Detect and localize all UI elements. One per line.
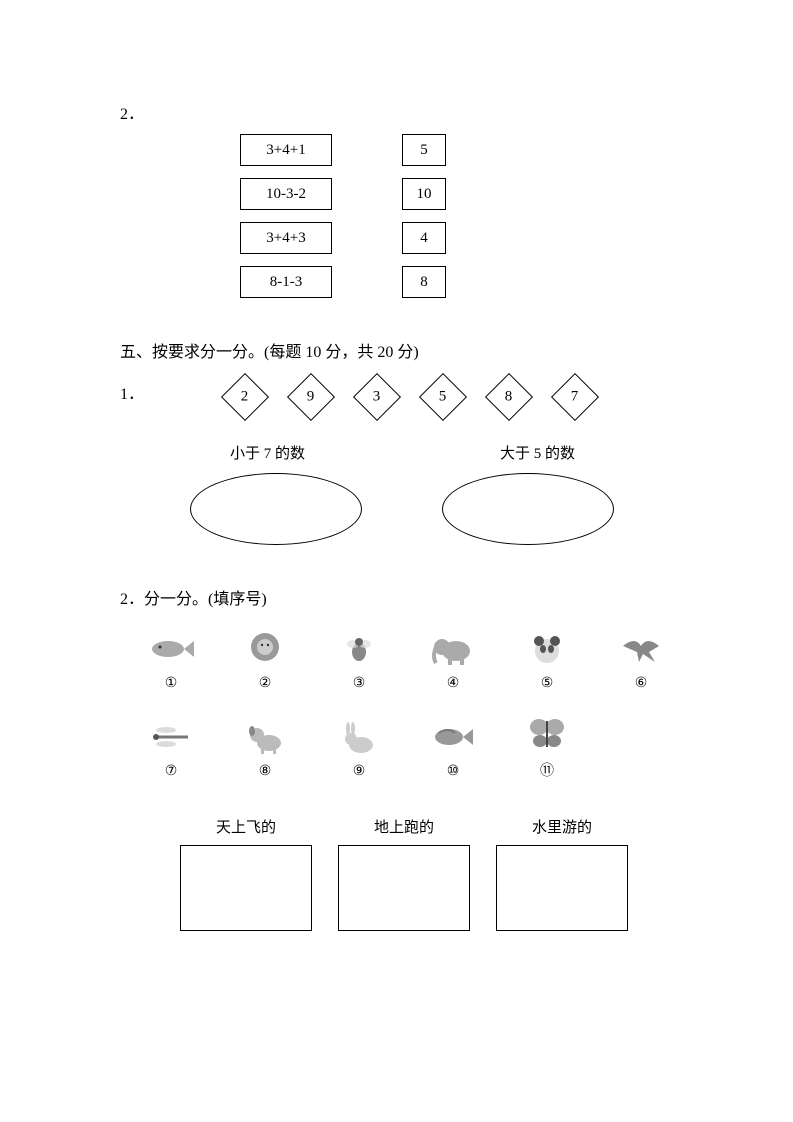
diamond-value: 8 bbox=[505, 389, 513, 406]
category-fly-box bbox=[180, 845, 312, 931]
swallow-icon bbox=[613, 627, 669, 671]
lion-icon bbox=[237, 627, 293, 671]
animal-cell: ④ bbox=[422, 627, 484, 692]
sort-left-label: 小于 7 的数 bbox=[230, 442, 305, 463]
elephant-icon bbox=[425, 627, 481, 671]
diamond-item: 3 bbox=[353, 373, 401, 421]
fish2-icon bbox=[425, 715, 481, 759]
diamond-item: 2 bbox=[221, 373, 269, 421]
question-5-1-label: 1． bbox=[120, 380, 144, 404]
expression-box: 8-1-3 bbox=[240, 266, 332, 298]
matching-grid: 3+4+1 5 10-3-2 10 3+4+3 4 8-1-3 8 bbox=[120, 134, 693, 298]
answer-box: 4 bbox=[402, 222, 446, 254]
animal-id: ⑦ bbox=[140, 763, 202, 780]
expression-box: 10-3-2 bbox=[240, 178, 332, 210]
answer-box: 8 bbox=[402, 266, 446, 298]
animal-cell: ⑦ bbox=[140, 715, 202, 780]
animal-id: ① bbox=[140, 675, 202, 692]
rabbit-icon bbox=[331, 715, 387, 759]
expression-box: 3+4+1 bbox=[240, 134, 332, 166]
animal-id: ⑪ bbox=[516, 760, 578, 780]
animal-id: ④ bbox=[422, 675, 484, 692]
animal-cell: ⑩ bbox=[422, 715, 484, 780]
panda-icon bbox=[519, 627, 575, 671]
animal-cell: ⑥ bbox=[610, 627, 672, 692]
diamond-value: 2 bbox=[241, 389, 249, 406]
dragonfly-icon bbox=[143, 715, 199, 759]
animal-id: ⑤ bbox=[516, 675, 578, 692]
category-fly-label: 天上飞的 bbox=[180, 816, 312, 837]
category-land-box bbox=[338, 845, 470, 931]
sort-right-label: 大于 5 的数 bbox=[500, 442, 575, 463]
diamond-value: 7 bbox=[571, 389, 579, 406]
animal-cell: ③ bbox=[328, 627, 390, 692]
animal-id: ② bbox=[234, 675, 296, 692]
animal-cell: ⑪ bbox=[516, 712, 578, 780]
animal-cell: ⑨ bbox=[328, 715, 390, 780]
category-swim-box bbox=[496, 845, 628, 931]
section-5-title: 五、按要求分一分。(每题 10 分，共 20 分) bbox=[120, 338, 693, 362]
diamond-value: 9 bbox=[307, 389, 315, 406]
oval-left bbox=[190, 473, 362, 545]
animal-id: ⑩ bbox=[422, 763, 484, 780]
answer-box: 10 bbox=[402, 178, 446, 210]
diamond-value: 3 bbox=[373, 389, 381, 406]
diamond-item: 5 bbox=[419, 373, 467, 421]
diamond-item: 8 bbox=[485, 373, 533, 421]
expression-box: 3+4+3 bbox=[240, 222, 332, 254]
animals-grid: ① ② ③ ④ ⑤ ⑥ bbox=[140, 627, 693, 780]
animal-cell: ① bbox=[140, 627, 202, 692]
animal-id: ⑥ bbox=[610, 675, 672, 692]
animal-id: ⑧ bbox=[234, 763, 296, 780]
diamond-item: 7 bbox=[551, 373, 599, 421]
butterfly-icon bbox=[519, 712, 575, 756]
animal-id: ⑨ bbox=[328, 763, 390, 780]
answer-box: 5 bbox=[402, 134, 446, 166]
diamond-item: 9 bbox=[287, 373, 335, 421]
animal-cell: ⑤ bbox=[516, 627, 578, 692]
animal-cell: ⑧ bbox=[234, 715, 296, 780]
animal-cell: ② bbox=[234, 627, 296, 692]
category-row: 天上飞的 地上跑的 水里游的 bbox=[180, 816, 693, 931]
diamond-value: 5 bbox=[439, 389, 447, 406]
category-swim-label: 水里游的 bbox=[496, 816, 628, 837]
bee-icon bbox=[331, 627, 387, 671]
animal-id: ③ bbox=[328, 675, 390, 692]
category-land-label: 地上跑的 bbox=[338, 816, 470, 837]
oval-right bbox=[442, 473, 614, 545]
diamond-row: 2 9 3 5 8 7 bbox=[228, 380, 592, 414]
question-2-label: 2． bbox=[120, 100, 693, 124]
fish-icon bbox=[143, 627, 199, 671]
question-5-2-label: 2．分一分。(填序号) bbox=[120, 585, 693, 609]
dog-icon bbox=[237, 715, 293, 759]
